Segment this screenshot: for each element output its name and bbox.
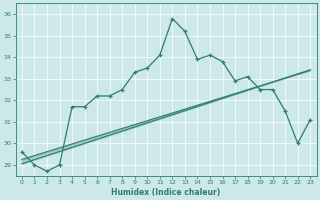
X-axis label: Humidex (Indice chaleur): Humidex (Indice chaleur) — [111, 188, 221, 197]
